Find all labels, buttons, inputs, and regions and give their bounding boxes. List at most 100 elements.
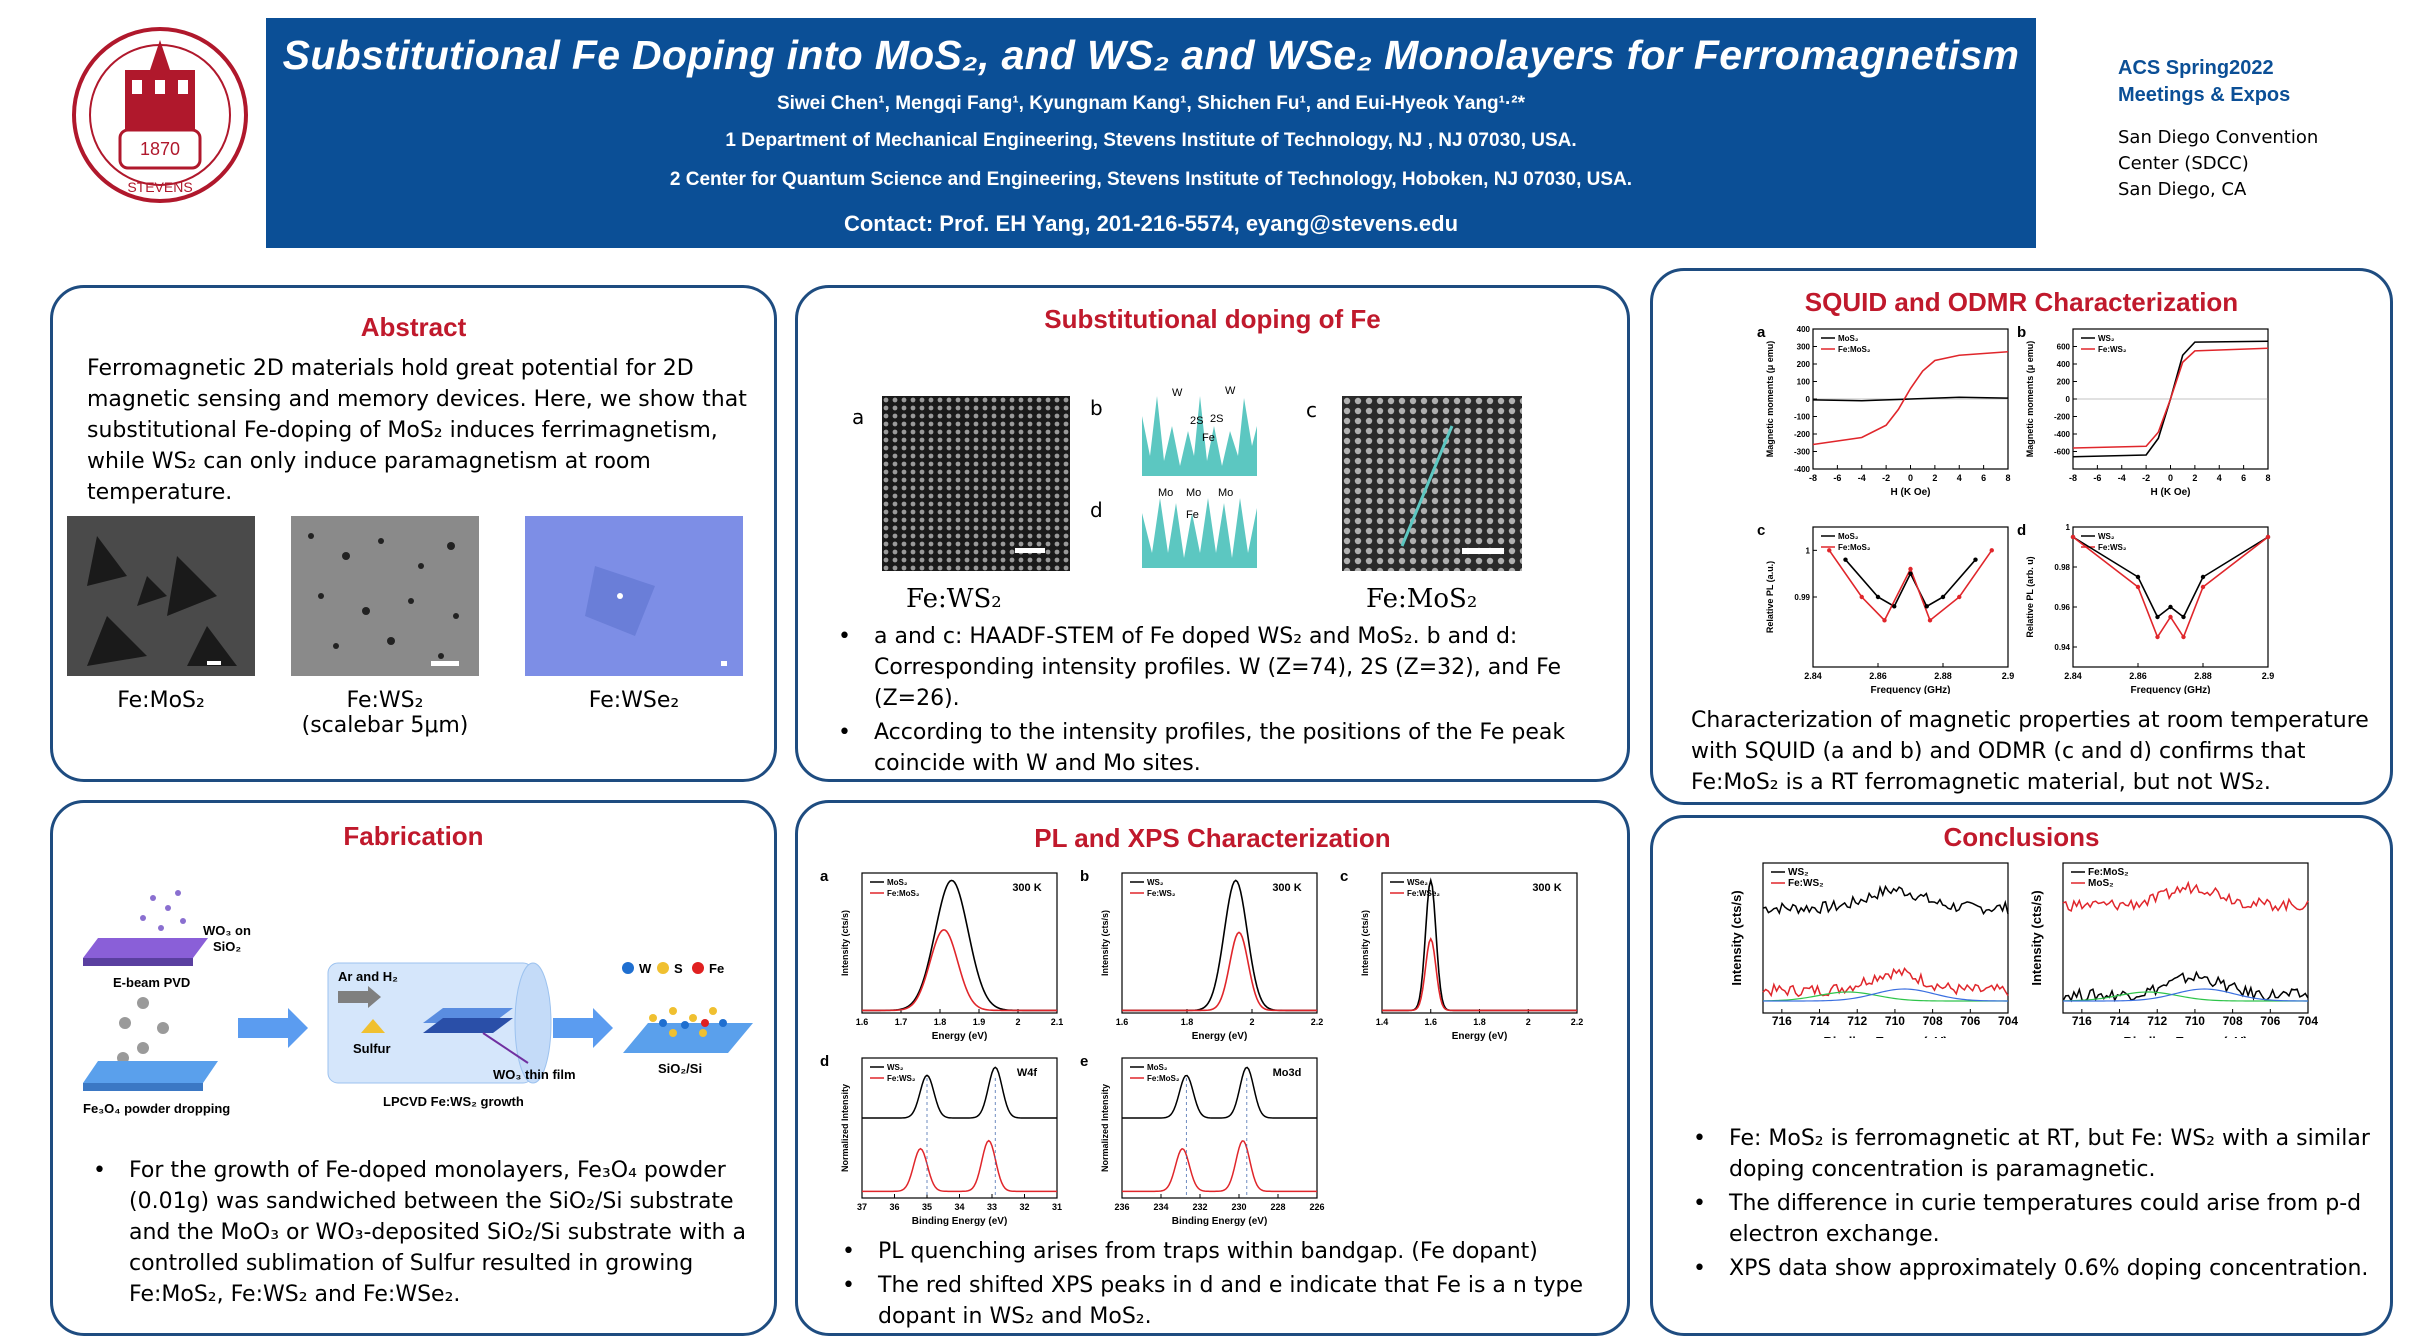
x-tick-label: 35 [922, 1202, 932, 1212]
svg-text:W: W [1225, 386, 1236, 397]
svg-text:2S: 2S [1210, 413, 1223, 425]
data-point [2135, 574, 2141, 580]
series-line [861, 879, 1057, 1012]
data-point [2181, 614, 2186, 620]
fe-ws2-sem-image [291, 516, 479, 676]
y-tick-label: -200 [2054, 413, 2071, 422]
legend-label: WS₂ [2098, 334, 2115, 343]
fabrication-panel: Fabrication WO₃ on SiO₂ E-beam PVD Fe₃O₄… [50, 800, 777, 1336]
x-tick-label: -6 [1833, 473, 1841, 483]
x-tick-label: 2.1 [1051, 1017, 1064, 1027]
pl-xps-panel: PL and XPS Characterization 1.6 1.7 1.8 1.9… [795, 800, 1630, 1336]
legend-label: Fe:MoS₂ [887, 889, 920, 898]
caption-fe-wse2: Fe:WSe₂ [588, 688, 680, 713]
stevens-logo: 1870 STEVENS [72, 27, 248, 203]
affiliation-1: 1 Department of Mechanical Engineering, … [725, 130, 1577, 151]
y-tick-label: -400 [2054, 430, 2071, 439]
x-tick-label: 1.6 [856, 1017, 869, 1027]
x-tick-label: 716 [1772, 1014, 1792, 1028]
conclusions-bullets: Fe: MoS₂ is ferromagnetic at RT, but Fe:… [1693, 1123, 2409, 1287]
data-point [2200, 584, 2206, 590]
data-point [2200, 574, 2206, 580]
data-point [1908, 571, 1913, 576]
series-line [2062, 880, 2309, 913]
legend-label: MoS₂ [2088, 878, 2114, 889]
legend-label: Fe:MoS₂ [2088, 867, 2129, 878]
x-tick-label: 706 [1960, 1014, 1980, 1028]
legend-label: WS₂ [1147, 878, 1164, 887]
x-tick-label: 232 [1192, 1202, 1207, 1212]
x-tick-label: 1.6 [1424, 1017, 1437, 1027]
bullet-item: PL quenching arises from traps within ba… [842, 1236, 1648, 1267]
y-axis-label: Intensity (cts/s) [2029, 890, 2044, 985]
plxps-title: PL and XPS Characterization [1034, 823, 1391, 853]
y-tick-label: 0.96 [2054, 603, 2070, 612]
x-tick-label: 2.9 [2262, 671, 2275, 681]
x-axis-label: H (K Oe) [2151, 487, 2191, 498]
x-tick-label: 0 [1908, 473, 1913, 483]
y-tick-label: -400 [1794, 465, 1811, 474]
legend-label: Fe:MoS₂ [1838, 345, 1871, 354]
x-tick-label: 712 [2147, 1014, 2167, 1028]
series-line [1762, 967, 2009, 998]
x-axis-label: Binding Energy (eV) [1823, 1034, 1947, 1038]
series-line [1812, 350, 2009, 446]
x-tick-label: 2 [2192, 473, 2197, 483]
x-tick-label: 34 [954, 1202, 964, 1212]
svg-text:W: W [639, 961, 652, 976]
squid-title: SQUID and ODMR Characterization [1804, 287, 2239, 317]
data-point [1927, 618, 1933, 623]
contact-line: Contact: Prof. EH Yang, 201-216-5574, ey… [843, 211, 1459, 236]
abstract-title: Abstract [360, 312, 467, 342]
x-tick-label: 2 [1249, 1017, 1254, 1027]
fabrication-schematic: WO₃ on SiO₂ E-beam PVD Fe₃O₄ powder drop… [83, 890, 753, 1116]
conference-name: ACS Spring2022 [2118, 57, 2274, 79]
chart-panel-label: c [1340, 868, 1348, 885]
fe-wse2-optical-image [525, 516, 743, 676]
chart-annotation: 300 K [1532, 882, 1561, 894]
series-line [1382, 877, 1577, 1012]
x-tick-label: -4 [2118, 473, 2126, 483]
x-tick-label: 712 [1847, 1014, 1867, 1028]
data-point [1973, 557, 1978, 562]
y-tick-label: 0 [1806, 395, 1811, 404]
data-point [1859, 594, 1864, 600]
x-tick-label: 1.8 [1181, 1017, 1194, 1027]
x-axis-label: Frequency (GHz) [2130, 685, 2210, 694]
svg-text:Fe: Fe [709, 961, 724, 976]
x-tick-label: 716 [2072, 1014, 2092, 1028]
x-tick-label: 230 [1231, 1202, 1246, 1212]
y-tick-label: -100 [1794, 413, 1811, 422]
fabrication-title: Fabrication [343, 821, 484, 851]
bullet-item: For the growth of Fe-doped monolayers, F… [93, 1155, 779, 1310]
x-tick-label: 1.8 [934, 1017, 947, 1027]
legend-label: MoS₂ [1838, 334, 1859, 343]
x-tick-label: 704 [2298, 1014, 2318, 1028]
plxps-bullets: PL quenching arises from traps within ba… [842, 1236, 1648, 1335]
title-banner: Substitutional Fe Doping into MoS₂, and … [266, 18, 2036, 248]
svg-text:SiO₂: SiO₂ [213, 939, 241, 954]
series-line [1122, 1140, 1317, 1193]
legend-label: MoS₂ [1147, 1063, 1168, 1072]
venue-line: Center (SDCC) [2118, 153, 2249, 174]
haadf-stem-fe-ws2 [882, 396, 1070, 571]
x-tick-label: 1.9 [973, 1017, 986, 1027]
pl-chart-c: 1.4 1.6 1.8 2 2.2 Energy (eV) Intensity (cts/s… [1340, 868, 1583, 1042]
caption-fe-mos2: Fe:MoS₂ [117, 688, 205, 713]
series-line [2072, 536, 2269, 639]
x-tick-label: 2.88 [1934, 671, 1952, 681]
svg-text:S: S [674, 961, 683, 976]
conference-subtitle: Meetings & Expos [2118, 84, 2291, 106]
bullet-item: The red shifted XPS peaks in d and e ind… [842, 1270, 1648, 1332]
x-tick-label: 2.88 [2194, 671, 2212, 681]
x-tick-label: 706 [2260, 1014, 2280, 1028]
x-tick-label: 8 [2005, 473, 2010, 483]
x-tick-label: 2.9 [2002, 671, 2015, 681]
bullet-item: a and c: HAADF-STEM of Fe doped WS₂ and … [838, 621, 1644, 714]
svg-text:STEVENS: STEVENS [127, 179, 192, 195]
odmr-chart-c: 2.84 2.86 2.88 2.9 Frequency (GHz) Relative P… [1757, 522, 2015, 694]
legend-label: Fe:WS₂ [1788, 878, 1824, 889]
legend-label: MoS₂ [887, 878, 908, 887]
svg-text:LPCVD Fe:WS₂ growth: LPCVD Fe:WS₂ growth [383, 1094, 524, 1109]
data-point [2155, 614, 2160, 620]
